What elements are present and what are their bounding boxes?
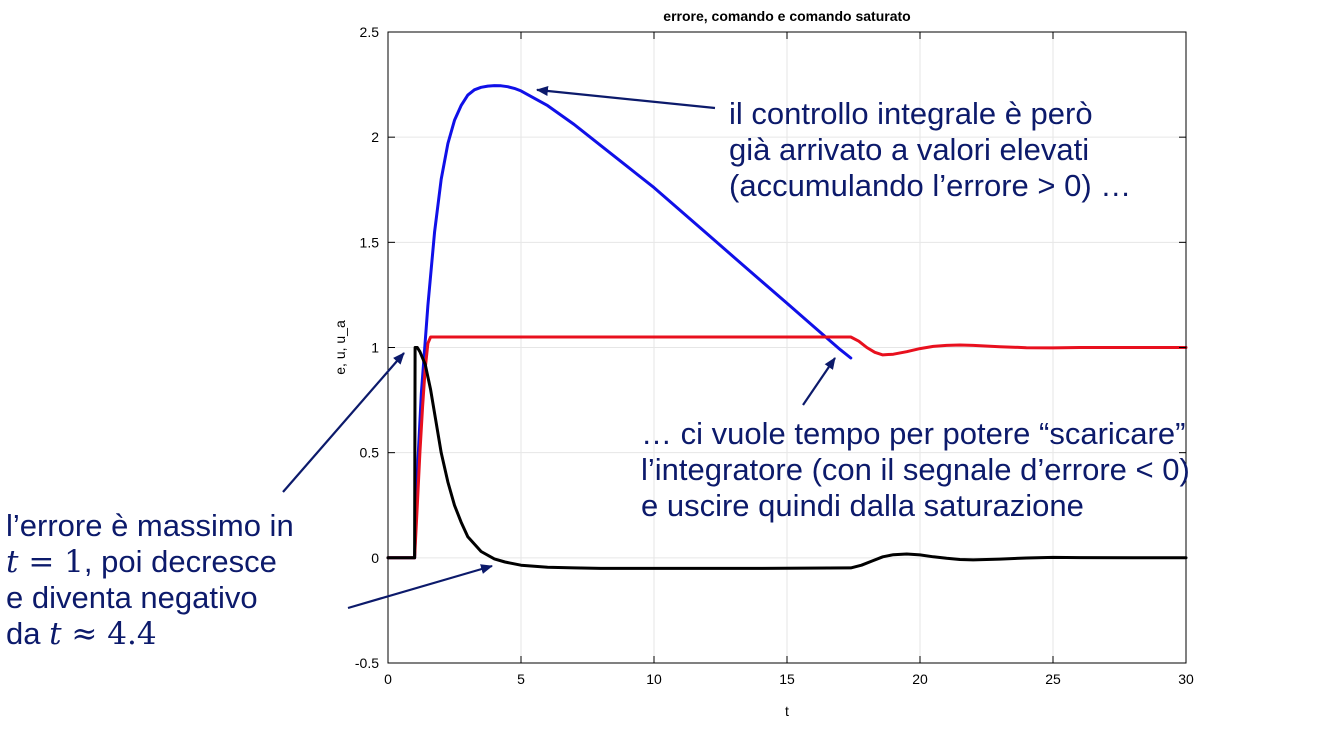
y-tick-label: 1.5 — [360, 234, 380, 250]
arrow-to-saturation-exit — [802, 357, 836, 406]
math-var-t: t — [49, 616, 62, 652]
y-axis-label: e, u, u_a — [332, 320, 348, 375]
annotation-line: t = 1, poi decresce — [6, 544, 294, 580]
x-tick-label: 30 — [1178, 671, 1194, 687]
axis-ticks: 0 5 10 15 20 25 30 -0.5 0 0.5 1 1.5 2 2.5 — [355, 24, 1194, 687]
annotation-line: e uscire quindi dalla saturazione — [641, 488, 1084, 523]
annotation-left: l’errore è massimo in t = 1, poi decresc… — [6, 508, 294, 652]
annotation-line: il controllo integrale è però — [729, 96, 1093, 131]
annotation-line: e diventa negativo — [6, 580, 258, 615]
x-tick-label: 0 — [384, 671, 392, 687]
series-line-1 — [386, 84, 853, 560]
y-tick-label: 0.5 — [360, 445, 380, 461]
series-line-2 — [386, 335, 1188, 560]
series-layer — [386, 84, 1188, 570]
x-tick-label: 25 — [1045, 671, 1061, 687]
x-tick-label: 15 — [779, 671, 795, 687]
annotation-top-right: il controllo integrale è però già arriva… — [729, 96, 1131, 204]
annotation-line: … ci vuole tempo per potere “scaricare” — [641, 416, 1186, 451]
annotation-line: l’errore è massimo in — [6, 508, 294, 543]
y-tick-label: 0 — [371, 550, 379, 566]
annotation-text: da — [6, 616, 50, 651]
x-tick-label: 5 — [517, 671, 525, 687]
annotation-mid-right: … ci vuole tempo per potere “scaricare” … — [641, 416, 1190, 524]
x-tick-label: 10 — [646, 671, 662, 687]
y-tick-label: 2.5 — [360, 24, 380, 40]
annotation-arrows — [282, 86, 836, 610]
x-tick-label: 20 — [912, 671, 928, 687]
arrow-to-error-max — [282, 352, 405, 493]
math-approx-value: ≈ 4.4 — [61, 616, 157, 652]
chart-title: errore, comando e comando saturato — [663, 8, 910, 24]
math-equals-one: = 1 — [18, 544, 84, 580]
annotation-line: (accumulando l’errore > 0) … — [729, 168, 1132, 203]
annotation-text: , poi decresce — [83, 544, 277, 579]
annotation-line: già arrivato a valori elevati — [729, 132, 1090, 167]
y-tick-label: 1 — [371, 340, 379, 356]
arrow-to-peak — [535, 86, 716, 110]
y-tick-label: -0.5 — [355, 655, 379, 671]
series-line-3 — [386, 346, 1188, 570]
math-var-t: t — [6, 544, 19, 580]
annotation-line: da t ≈ 4.4 — [6, 616, 294, 652]
y-tick-label: 2 — [371, 129, 379, 145]
annotation-line: l’integratore (con il segnale d’errore <… — [641, 452, 1190, 487]
x-axis-label: t — [785, 703, 789, 719]
arrow-to-error-negative — [347, 564, 493, 610]
